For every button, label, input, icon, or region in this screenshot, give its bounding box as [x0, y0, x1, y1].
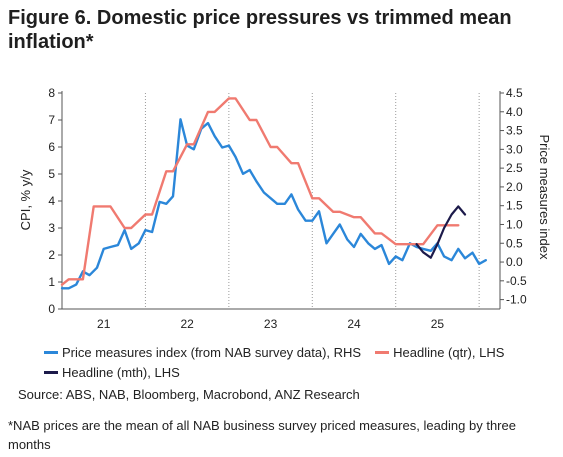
legend-item-headline-qtr: Headline (qtr), LHS	[375, 345, 504, 360]
legend-item-headline-mth: Headline (mth), LHS	[44, 365, 180, 380]
y-right-tick-label: 2.0	[506, 180, 523, 194]
y-right-tick-label: 1.0	[506, 217, 523, 231]
chart-legend: Price measures index (from NAB survey da…	[44, 342, 518, 382]
y-right-tick-label: -1.0	[506, 293, 527, 307]
y-left-tick-label: 8	[48, 86, 55, 100]
x-tick-label: 22	[180, 317, 194, 331]
y-right-tick-label: 2.5	[506, 161, 523, 175]
x-tick-label: 24	[347, 317, 361, 331]
series-line-headline-mth	[415, 205, 467, 259]
y-axis-right-title: Price measures index	[537, 135, 552, 260]
x-tick-label: 25	[431, 317, 445, 331]
legend-label-headline-qtr: Headline (qtr), LHS	[393, 344, 505, 360]
y-left-tick-label: 5	[48, 167, 55, 181]
legend-item-price-index: Price measures index (from NAB survey da…	[44, 345, 361, 360]
y-right-tick-label: 3.5	[506, 124, 523, 138]
y-right-tick-label: 1.5	[506, 199, 523, 213]
x-tick-label: 23	[264, 317, 278, 331]
y-left-tick-label: 7	[48, 113, 55, 127]
chart-title: Figure 6. Domestic price pressures vs tr…	[8, 7, 512, 53]
y-right-tick-label: 0.5	[506, 236, 523, 250]
legend-label-price-index: Price measures index (from NAB survey da…	[62, 344, 362, 360]
footnote: *NAB prices are the mean of all NAB busi…	[8, 418, 516, 452]
legend-swatch-headline-mth	[44, 370, 58, 374]
y-right-tick-label: 4.0	[506, 105, 523, 119]
y-axis-left-title: CPI, % y/y	[18, 169, 33, 230]
y-left-tick-label: 6	[48, 140, 55, 154]
legend-swatch-headline-qtr	[375, 350, 390, 354]
grid-layer	[61, 93, 480, 309]
source-note: Source: ABS, NAB, Bloomberg, Macrobond, …	[18, 387, 360, 402]
legend-row-1: Price measures index (from NAB survey da…	[44, 342, 518, 362]
y-right-tick-label: 0.0	[506, 255, 523, 269]
y-left-tick-label: 2	[48, 248, 55, 262]
y-right-tick-label: -0.5	[506, 274, 527, 288]
axis-layer: 012345678-1.0-0.50.00.51.01.52.02.53.03.…	[48, 86, 527, 331]
y-right-tick-label: 4.5	[506, 86, 523, 100]
y-left-tick-label: 0	[48, 302, 55, 316]
legend-swatch-price-index	[44, 350, 58, 354]
series-line-price-index	[60, 118, 487, 290]
legend-label-headline-mth: Headline (mth), LHS	[62, 364, 180, 380]
series-line-headline-qtr	[60, 97, 460, 286]
x-tick-label: 21	[97, 317, 111, 331]
y-left-tick-label: 1	[48, 275, 55, 289]
y-left-tick-label: 3	[48, 221, 55, 235]
y-right-tick-label: 3.0	[506, 142, 523, 156]
series-layer	[60, 97, 487, 290]
y-left-tick-label: 4	[48, 194, 55, 208]
chart-svg: 012345678-1.0-0.50.00.51.01.52.02.53.03.…	[18, 86, 552, 331]
legend-row-2: Headline (mth), LHS	[44, 362, 518, 382]
